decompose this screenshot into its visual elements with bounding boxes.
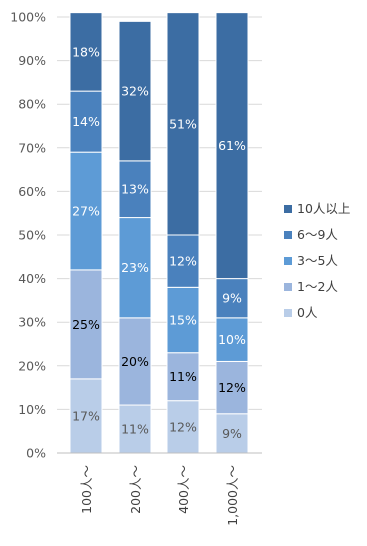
y-tick-label: 60% (18, 184, 46, 199)
data-label: 12% (218, 380, 246, 395)
category-label: 1,000人～ (225, 465, 240, 526)
data-label: 51% (169, 116, 197, 131)
data-label: 12% (169, 254, 197, 269)
data-label: 18% (72, 44, 100, 59)
legend-swatch (284, 205, 292, 213)
y-tick-label: 40% (18, 271, 46, 286)
data-label: 32% (121, 84, 149, 99)
y-tick-label: 0% (26, 446, 46, 461)
legend-label: 0人 (297, 305, 318, 320)
data-label: 23% (121, 260, 149, 275)
data-label: 13% (121, 182, 149, 197)
legend-swatch (284, 309, 292, 317)
data-label: 20% (121, 354, 149, 369)
y-tick-label: 100% (10, 10, 46, 25)
y-tick-label: 80% (18, 97, 46, 112)
y-tick-label: 70% (18, 140, 46, 155)
legend-swatch (284, 231, 292, 239)
bar-segment (69, 378, 103, 454)
legend-label: 1～2人 (297, 279, 338, 294)
data-label: 61% (218, 138, 246, 153)
bar-segment (166, 12, 200, 236)
data-label: 15% (169, 313, 197, 328)
y-tick-label: 90% (18, 53, 46, 68)
bar-segment (215, 278, 249, 319)
legend-label: 3～5人 (297, 253, 338, 268)
bar-segment (166, 400, 200, 454)
data-label: 9% (222, 426, 242, 441)
bar-segment (69, 90, 103, 153)
legend-label: 6～9人 (297, 227, 338, 242)
data-label: 17% (72, 408, 100, 423)
legend-swatch (284, 283, 292, 291)
data-label: 10% (218, 332, 246, 347)
y-tick-label: 20% (18, 358, 46, 373)
y-tick-label: 10% (18, 402, 46, 417)
bar-segment (166, 286, 200, 354)
data-label: 27% (72, 204, 100, 219)
data-label: 14% (72, 114, 100, 129)
bar-segment (118, 20, 152, 162)
data-label: 11% (121, 422, 149, 437)
bar-segment (69, 12, 103, 92)
data-label: 12% (169, 419, 197, 434)
bar-segment (69, 151, 103, 271)
legend-label: 10人以上 (297, 201, 350, 216)
bar-segment (215, 317, 249, 362)
category-label: 400人～ (176, 465, 191, 514)
data-label: 9% (222, 291, 242, 306)
bar-segment (166, 352, 200, 402)
legend-swatch (284, 257, 292, 265)
data-label: 11% (169, 369, 197, 384)
y-tick-label: 30% (18, 315, 46, 330)
y-tick-label: 50% (18, 228, 46, 243)
bar-segment (215, 12, 249, 280)
category-label: 100人～ (79, 465, 94, 514)
category-label: 200人～ (128, 465, 143, 514)
bar-segment (69, 269, 103, 380)
bar-segment (215, 413, 249, 454)
data-label: 25% (72, 317, 100, 332)
